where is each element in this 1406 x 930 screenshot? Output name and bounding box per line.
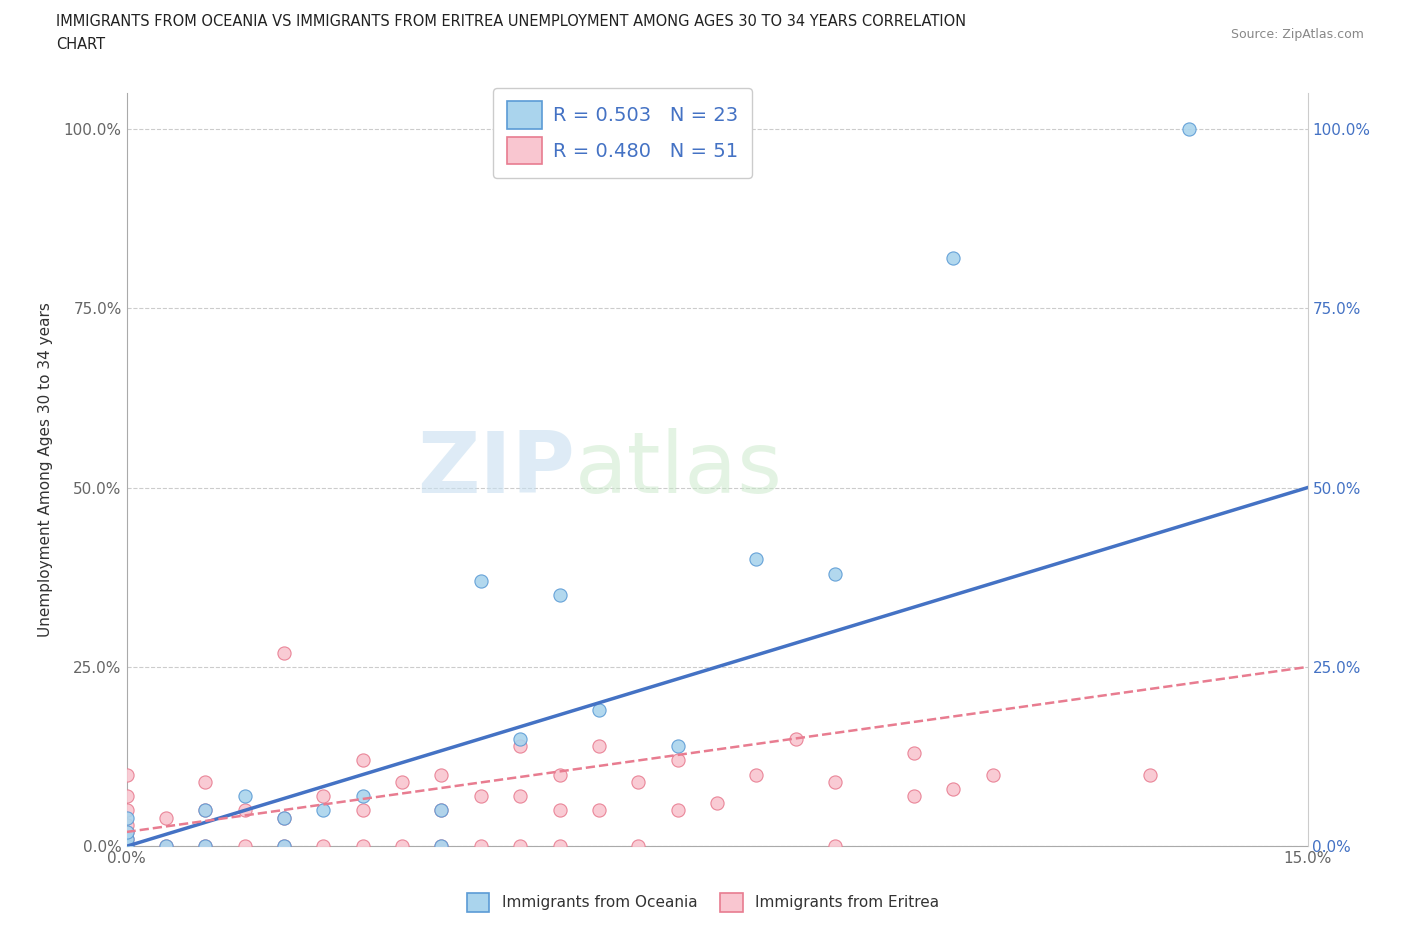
Point <box>115 789 138 804</box>
Point <box>273 645 295 660</box>
Point <box>666 752 689 767</box>
Point <box>273 839 295 854</box>
Point <box>233 789 256 804</box>
Point <box>509 839 531 854</box>
Point <box>1139 767 1161 782</box>
Point <box>233 839 256 854</box>
Point <box>312 789 335 804</box>
Point <box>903 746 925 761</box>
Point <box>430 803 453 817</box>
Point <box>352 803 374 817</box>
Point <box>509 731 531 746</box>
Text: Source: ZipAtlas.com: Source: ZipAtlas.com <box>1230 28 1364 41</box>
Point <box>745 767 768 782</box>
Point <box>352 839 374 854</box>
Point <box>194 775 217 790</box>
Point <box>824 566 846 581</box>
Point <box>352 789 374 804</box>
Point <box>548 839 571 854</box>
Point <box>155 810 177 825</box>
Point <box>430 767 453 782</box>
Point <box>194 839 217 854</box>
Text: IMMIGRANTS FROM OCEANIA VS IMMIGRANTS FROM ERITREA UNEMPLOYMENT AMONG AGES 30 TO: IMMIGRANTS FROM OCEANIA VS IMMIGRANTS FR… <box>56 14 966 29</box>
Point <box>194 803 217 817</box>
Point <box>312 839 335 854</box>
Point <box>115 825 138 840</box>
Point <box>115 839 138 854</box>
Point <box>1178 122 1201 137</box>
Point <box>115 831 138 846</box>
Point <box>273 810 295 825</box>
Point <box>430 839 453 854</box>
Point <box>627 775 650 790</box>
Point <box>312 803 335 817</box>
Point <box>273 810 295 825</box>
Point <box>115 831 138 846</box>
Text: CHART: CHART <box>56 37 105 52</box>
Point <box>548 588 571 603</box>
Point <box>115 803 138 817</box>
Point <box>115 825 138 840</box>
Point <box>745 551 768 566</box>
Point <box>588 702 610 717</box>
Point <box>942 781 965 796</box>
Point <box>785 731 807 746</box>
Text: ZIP: ZIP <box>418 428 575 512</box>
Point <box>352 752 374 767</box>
Point <box>115 810 138 825</box>
Point <box>233 803 256 817</box>
Point <box>981 767 1004 782</box>
Point <box>391 839 413 854</box>
Point <box>115 839 138 854</box>
Point <box>509 738 531 753</box>
Point <box>588 803 610 817</box>
Point <box>588 738 610 753</box>
Point <box>273 839 295 854</box>
Point <box>706 796 728 811</box>
Point <box>194 803 217 817</box>
Point <box>470 574 492 589</box>
Point <box>824 839 846 854</box>
Point <box>470 789 492 804</box>
Point <box>903 789 925 804</box>
Point <box>509 789 531 804</box>
Point <box>942 250 965 265</box>
Legend: Immigrants from Oceania, Immigrants from Eritrea: Immigrants from Oceania, Immigrants from… <box>460 887 946 918</box>
Point <box>155 839 177 854</box>
Text: atlas: atlas <box>575 428 783 512</box>
Legend: R = 0.503   N = 23, R = 0.480   N = 51: R = 0.503 N = 23, R = 0.480 N = 51 <box>494 87 752 178</box>
Point <box>824 775 846 790</box>
Point <box>627 839 650 854</box>
Point <box>115 767 138 782</box>
Point <box>155 839 177 854</box>
Y-axis label: Unemployment Among Ages 30 to 34 years: Unemployment Among Ages 30 to 34 years <box>38 302 52 637</box>
Point <box>548 803 571 817</box>
Point <box>666 803 689 817</box>
Point <box>430 803 453 817</box>
Point <box>194 839 217 854</box>
Point <box>470 839 492 854</box>
Point <box>430 839 453 854</box>
Point <box>666 738 689 753</box>
Point <box>115 817 138 832</box>
Point <box>548 767 571 782</box>
Point <box>391 775 413 790</box>
